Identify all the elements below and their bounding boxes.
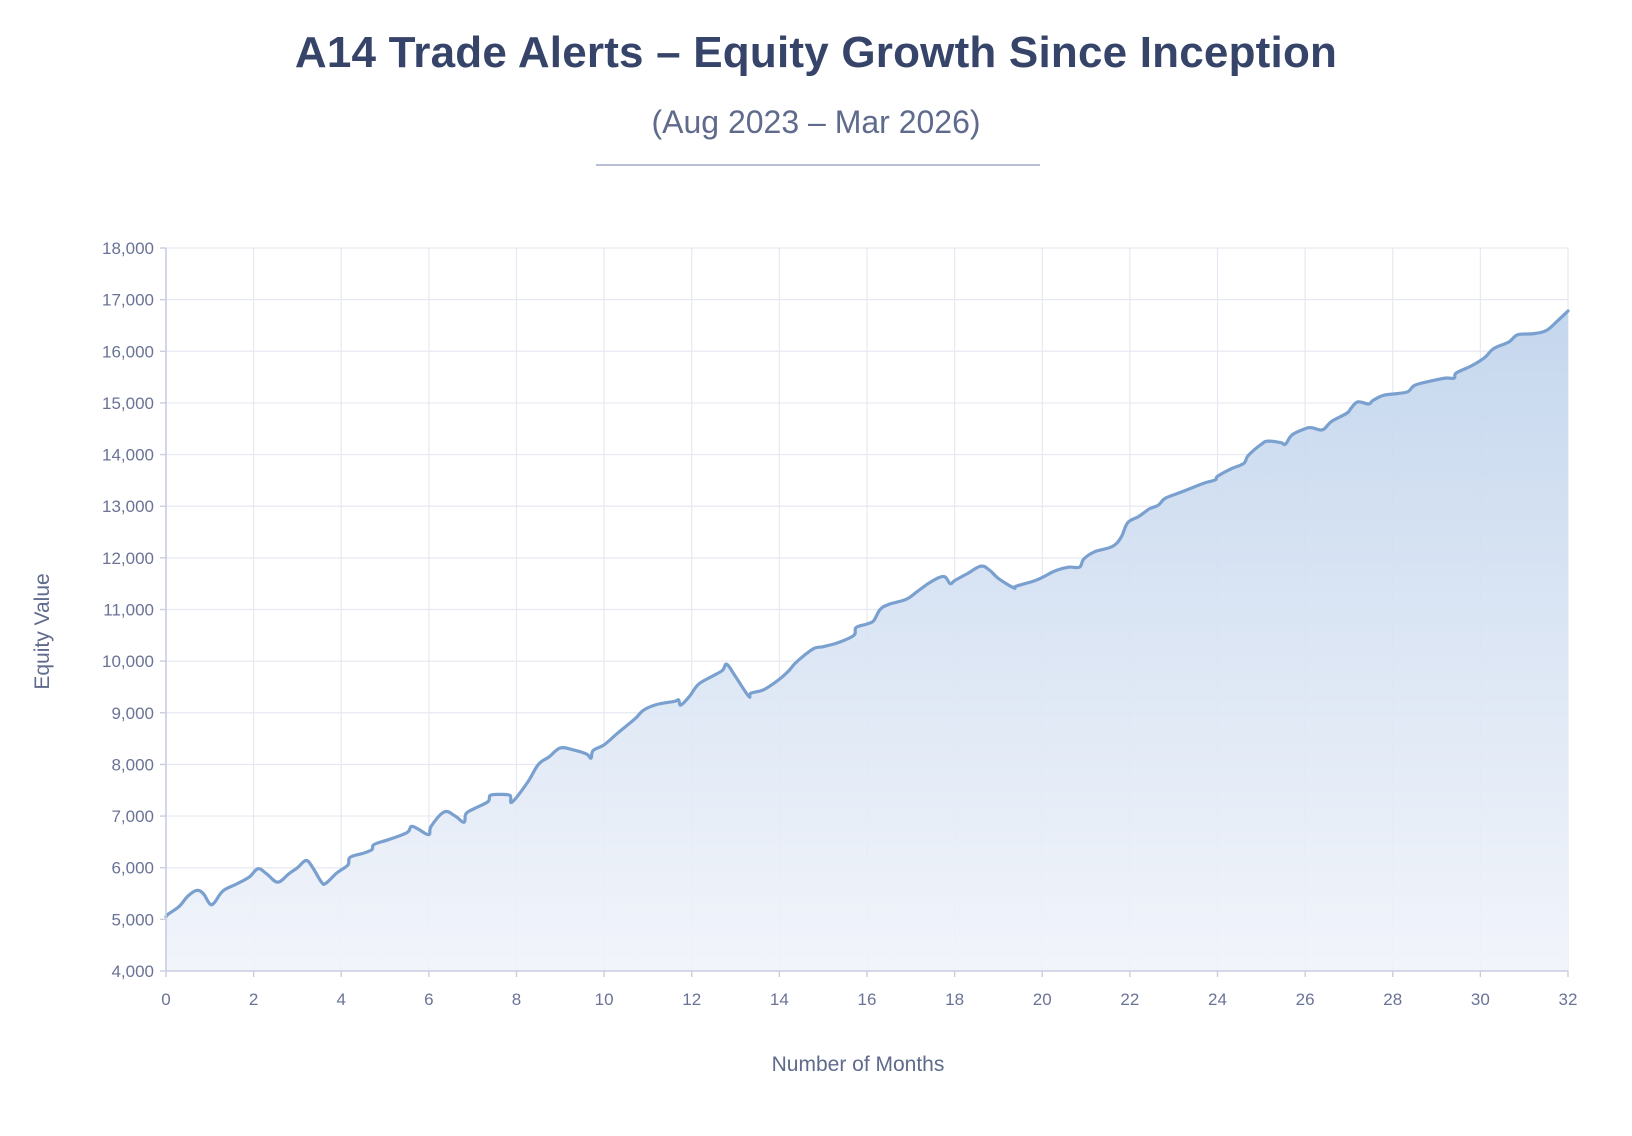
equity-line (164, 309, 1570, 919)
x-tick-label: 22 (1120, 990, 1139, 1009)
x-tick-label: 6 (424, 990, 433, 1009)
chart-title: A14 Trade Alerts – Equity Growth Since I… (294, 28, 1338, 77)
y-tick-label: 11,000 (103, 601, 154, 620)
y-tick-label: 4,000 (111, 962, 154, 981)
y-tick-label: 16,000 (102, 342, 154, 361)
x-tick-label: 20 (1033, 990, 1052, 1009)
axes (160, 247, 1569, 977)
y-tick-label: 9,000 (111, 704, 154, 723)
x-tick-label: 18 (945, 990, 964, 1009)
x-tick-label: 2 (249, 990, 258, 1009)
x-tick-labels: 0 2 4 6 8 10 12 14 16 18 20 22 24 26 28 30 32 (161, 990, 1577, 1009)
x-tick-label: 0 (161, 990, 170, 1009)
x-tick-label: 4 (337, 990, 346, 1009)
y-axis-title: Equity Value (31, 573, 54, 689)
y-tick-label: 8,000 (111, 755, 154, 774)
y-tick-label: 13,000 (102, 497, 154, 516)
y-tick-label: 12,000 (102, 549, 154, 568)
x-tick-label: 14 (770, 990, 789, 1009)
x-tick-label: 26 (1296, 990, 1315, 1009)
y-tick-label: 6,000 (111, 859, 154, 878)
x-tick-label: 32 (1559, 990, 1578, 1009)
y-tick-label: 17,000 (102, 291, 154, 310)
y-tick-label: 5,000 (111, 910, 154, 929)
area-layer (164, 309, 1570, 971)
equity-area-fill (166, 311, 1568, 971)
x-tick-label: 30 (1471, 990, 1490, 1009)
chart-subtitle: (Aug 2023 – Mar 2026) (651, 104, 981, 140)
y-tick-label: 15,000 (102, 394, 154, 413)
x-tick-label: 28 (1383, 990, 1402, 1009)
y-tick-label: 18,000 (102, 239, 154, 258)
title-divider (596, 164, 1040, 166)
x-tick-label: 8 (512, 990, 521, 1009)
y-tick-label: 10,000 (102, 652, 154, 671)
y-tick-label: 14,000 (102, 446, 154, 465)
x-tick-label: 16 (858, 990, 877, 1009)
x-tick-label: 10 (595, 990, 614, 1009)
x-axis-title: Number of Months (772, 1053, 945, 1076)
y-tick-labels: 4,000 5,000 6,000 7,000 8,000 9,000 10,000 11,0… (102, 239, 154, 981)
x-tick-label: 12 (682, 990, 701, 1009)
x-tick-label: 24 (1208, 990, 1227, 1009)
y-tick-label: 7,000 (111, 807, 154, 826)
